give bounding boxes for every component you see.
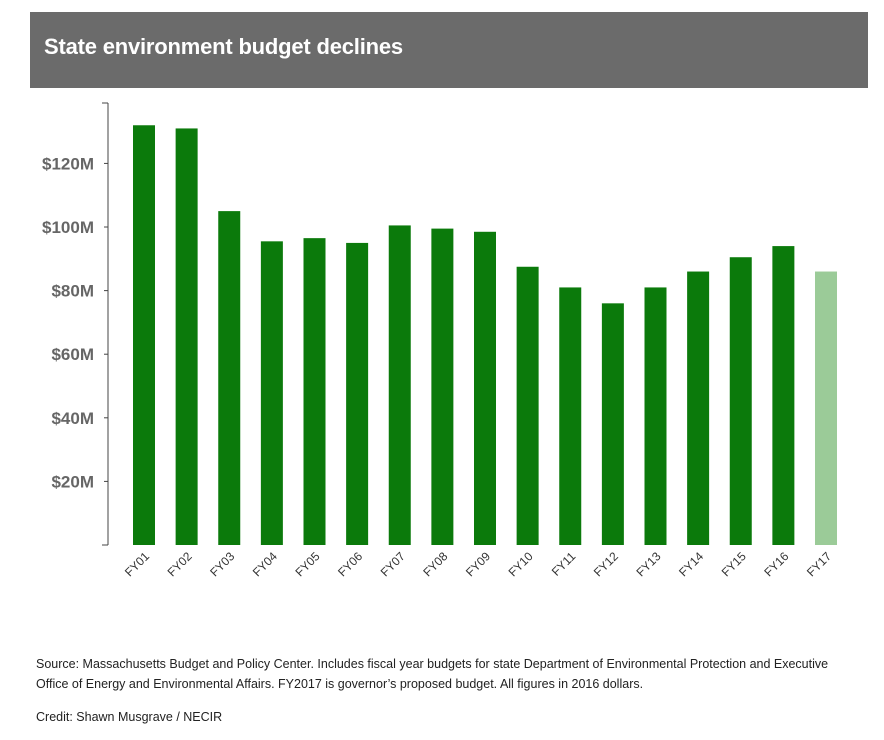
bar-chart: $20M$40M$60M$80M$100M$120M FY01 FY02 FY03 F… bbox=[42, 102, 837, 579]
x-tick-label: FY04 bbox=[250, 549, 280, 579]
y-tick-label: $20M bbox=[51, 472, 94, 491]
credit-note: Credit: Shawn Musgrave / NECIR bbox=[36, 710, 223, 724]
bar-fy16 bbox=[772, 246, 795, 546]
x-tick-label: FY12 bbox=[591, 549, 621, 579]
x-tick-label: FY03 bbox=[207, 549, 237, 579]
x-tick-label: FY10 bbox=[506, 549, 536, 579]
x-tick-label: FY13 bbox=[633, 549, 663, 579]
bar-fy02 bbox=[175, 128, 198, 545]
x-tick-label: FY16 bbox=[761, 549, 791, 579]
x-tick-label: FY11 bbox=[549, 549, 579, 579]
bar-fy03 bbox=[218, 211, 241, 545]
bar-fy04 bbox=[260, 241, 283, 546]
x-tick-label: FY07 bbox=[378, 549, 408, 579]
y-tick-label: $60M bbox=[51, 345, 94, 364]
x-tick-label: FY01 bbox=[122, 549, 152, 579]
bar-fy13 bbox=[644, 287, 667, 545]
x-tick-label: FY05 bbox=[292, 549, 322, 579]
x-tick-label: FY15 bbox=[719, 549, 749, 579]
bar-fy05 bbox=[303, 238, 326, 545]
bar-fy06 bbox=[346, 242, 369, 545]
bar-fy01 bbox=[133, 125, 155, 545]
y-tick-label: $100M bbox=[42, 218, 94, 237]
y-tick-label: $120M bbox=[42, 154, 94, 173]
x-tick-label: FY06 bbox=[335, 549, 365, 579]
bars bbox=[133, 125, 837, 546]
bar-fy15 bbox=[729, 257, 752, 545]
bar-fy14 bbox=[687, 271, 710, 545]
bar-fy10 bbox=[516, 266, 539, 545]
bar-fy09 bbox=[474, 231, 496, 545]
chart-title: State environment budget declines bbox=[44, 34, 403, 59]
bar-fy07 bbox=[388, 225, 411, 546]
y-tick-label: $80M bbox=[51, 282, 94, 301]
x-tick-label: FY02 bbox=[165, 549, 195, 579]
x-tick-label: FY08 bbox=[420, 549, 450, 579]
x-tick-label: FY17 bbox=[804, 549, 834, 579]
bar-fy17 bbox=[815, 271, 837, 545]
chart-header: State environment budget declines bbox=[30, 12, 868, 88]
bar-fy12 bbox=[601, 303, 624, 545]
y-tick-label: $40M bbox=[51, 409, 94, 428]
y-axis: $20M $40M $60M $80M $100M $120M bbox=[42, 102, 109, 546]
x-axis-labels: FY01 FY02 FY03 FY04 FY05 FY06 FY07 FY08 FY09 FY10… bbox=[122, 549, 834, 579]
x-tick-label: FY09 bbox=[463, 549, 493, 579]
source-note: Source: Massachusetts Budget and Policy … bbox=[36, 657, 829, 691]
bar-fy08 bbox=[431, 228, 454, 545]
x-tick-label: FY14 bbox=[676, 549, 706, 579]
bar-fy11 bbox=[559, 287, 582, 545]
